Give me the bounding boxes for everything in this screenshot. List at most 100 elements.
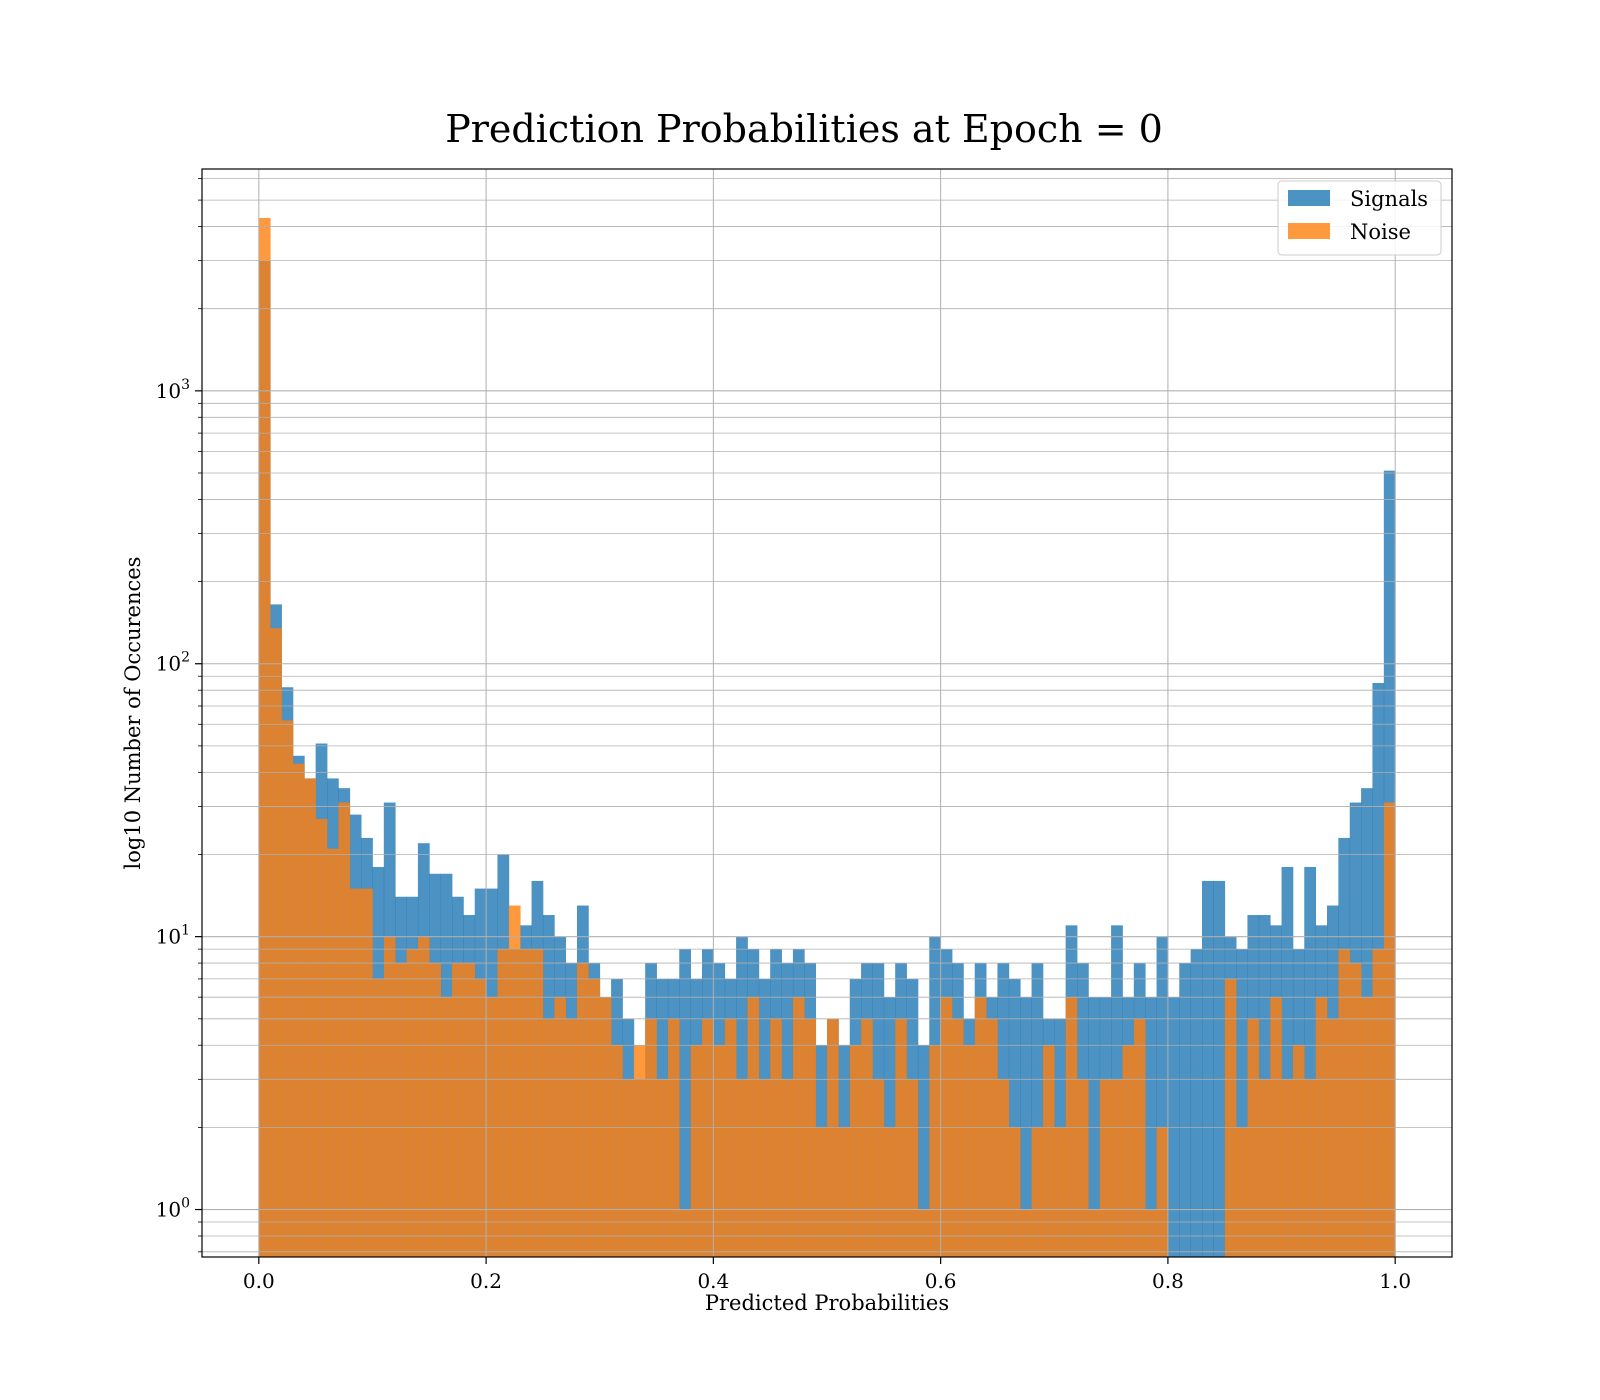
bar bbox=[304, 778, 317, 1257]
bar bbox=[474, 978, 487, 1257]
bar bbox=[963, 1045, 976, 1257]
bar bbox=[804, 1018, 817, 1257]
bar bbox=[1349, 963, 1362, 1257]
bar bbox=[1088, 1209, 1101, 1257]
bar bbox=[349, 888, 362, 1257]
bar bbox=[1281, 1079, 1294, 1257]
bar bbox=[429, 963, 442, 1257]
bar bbox=[690, 1045, 703, 1257]
bar bbox=[679, 1209, 692, 1257]
bar bbox=[452, 963, 464, 1257]
bar bbox=[417, 936, 430, 1257]
bar bbox=[383, 936, 396, 1257]
x-axis-label: Predicted Probabilities bbox=[705, 1291, 949, 1315]
bar bbox=[917, 1045, 930, 1257]
bar bbox=[827, 1018, 839, 1257]
bar bbox=[702, 1018, 714, 1257]
bar bbox=[1156, 936, 1169, 1257]
bar bbox=[270, 628, 282, 1257]
bar bbox=[463, 963, 476, 1257]
bar bbox=[1145, 1209, 1157, 1257]
bar bbox=[1338, 949, 1351, 1257]
bar bbox=[1383, 802, 1396, 1257]
bar bbox=[1156, 1127, 1169, 1257]
bar bbox=[281, 720, 294, 1257]
x-axis-ticks: 0.0 0.2 0.4 0.6 0.8 1.0 bbox=[243, 1257, 1411, 1293]
chart-title: Prediction Probabilities at Epoch = 0 bbox=[445, 107, 1163, 151]
bar bbox=[929, 1045, 942, 1257]
bar bbox=[1054, 1127, 1067, 1257]
bar bbox=[679, 949, 692, 1257]
bar bbox=[815, 1127, 828, 1257]
bar bbox=[952, 1018, 964, 1257]
bar bbox=[758, 1079, 771, 1257]
bar bbox=[292, 763, 305, 1257]
bar bbox=[508, 905, 521, 1257]
bar bbox=[1133, 1018, 1146, 1257]
bar bbox=[1372, 949, 1385, 1257]
legend-swatch-noise bbox=[1288, 223, 1330, 239]
bar bbox=[1077, 1079, 1089, 1257]
bar bbox=[713, 1045, 726, 1257]
bar bbox=[1042, 1045, 1055, 1257]
bar bbox=[917, 1209, 930, 1257]
bar bbox=[1327, 1018, 1339, 1257]
bar bbox=[565, 1018, 578, 1257]
bar bbox=[770, 1018, 782, 1257]
bar bbox=[372, 978, 385, 1257]
bar bbox=[406, 949, 419, 1257]
bar bbox=[1281, 866, 1294, 1257]
bar bbox=[1008, 1127, 1021, 1257]
bar bbox=[861, 1018, 873, 1257]
bar bbox=[611, 1045, 623, 1257]
bar bbox=[327, 848, 339, 1257]
x-tick-label: 0.6 bbox=[925, 1269, 957, 1293]
bars-layer bbox=[258, 217, 1396, 1258]
bar bbox=[395, 963, 407, 1257]
x-tick-label: 0.0 bbox=[243, 1269, 275, 1293]
bar bbox=[906, 1079, 919, 1257]
bar bbox=[1304, 1079, 1317, 1257]
bar bbox=[736, 1079, 748, 1257]
bar bbox=[1031, 963, 1044, 1257]
legend-label-signals: Signals bbox=[1350, 187, 1428, 211]
bar bbox=[1008, 978, 1021, 1257]
bar bbox=[633, 1045, 646, 1257]
bar bbox=[1190, 949, 1203, 1257]
bar bbox=[497, 949, 510, 1257]
y-tick-label: 100 bbox=[156, 1196, 190, 1222]
legend-label-noise: Noise bbox=[1350, 220, 1411, 244]
bar bbox=[1179, 963, 1192, 1257]
x-tick-label: 0.2 bbox=[470, 1269, 502, 1293]
bar bbox=[1236, 949, 1248, 1257]
bar bbox=[1213, 880, 1226, 1257]
bar bbox=[781, 1079, 794, 1257]
bar bbox=[997, 1079, 1010, 1257]
bar bbox=[1099, 1079, 1112, 1257]
bar bbox=[520, 949, 532, 1257]
bar bbox=[338, 802, 351, 1257]
grid-layer bbox=[202, 169, 1452, 1257]
bar bbox=[645, 1018, 657, 1257]
bar bbox=[315, 818, 328, 1257]
y-tick-label: 102 bbox=[156, 650, 190, 676]
legend: Signals Noise bbox=[1277, 180, 1442, 256]
bar bbox=[361, 888, 373, 1257]
x-tick-label: 1.0 bbox=[1379, 1269, 1411, 1293]
bar bbox=[656, 1079, 669, 1257]
x-tick-label: 0.8 bbox=[1152, 1269, 1184, 1293]
bar bbox=[1020, 1209, 1032, 1257]
bar bbox=[1111, 1079, 1123, 1257]
y-axis-ticks: 100 101 102 103 bbox=[156, 178, 202, 1253]
bar bbox=[622, 1079, 635, 1257]
y-axis-label: log10 Number of Occurences bbox=[121, 557, 145, 870]
bar bbox=[872, 1079, 885, 1257]
bar bbox=[588, 978, 601, 1257]
bar bbox=[1236, 1127, 1248, 1257]
bar bbox=[849, 1045, 862, 1257]
bar bbox=[883, 1127, 896, 1257]
y-tick-label: 101 bbox=[156, 923, 190, 949]
bar bbox=[531, 949, 544, 1257]
legend-swatch-signals bbox=[1288, 190, 1330, 206]
